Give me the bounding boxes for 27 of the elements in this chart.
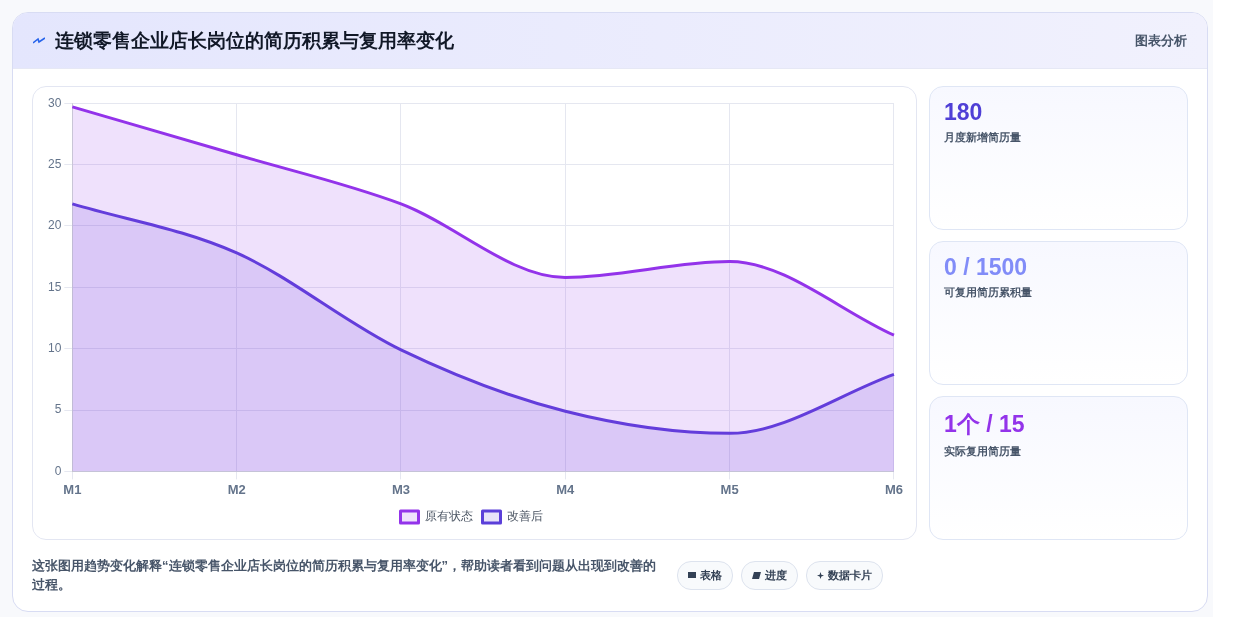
- y-tick-label: 15: [47, 279, 62, 294]
- text: 数据卡片: [828, 567, 872, 583]
- y-tick-label: 0: [54, 463, 62, 478]
- text: 表格: [700, 567, 722, 583]
- text: 图表分析: [1135, 31, 1187, 50]
- x-tick-label: M2: [227, 481, 246, 497]
- y-tick-label: 10: [47, 340, 62, 355]
- x-tick-label: M3: [391, 481, 411, 497]
- text: 这张图用趋势变化解释“连锁零售企业店长岗位的简历积累与复用率变化”，帮助读者看到问题从出现到改善的过程。: [32, 557, 657, 594]
- text: 进度: [765, 567, 787, 583]
- x-tick-label: M5: [720, 481, 739, 497]
- text: 可复用简历累积量: [944, 285, 1033, 300]
- x-tick-label: M6: [884, 481, 903, 497]
- text: 0 / 1500: [944, 254, 1029, 281]
- y-tick-label: 30: [47, 95, 62, 110]
- y-tick-label: 20: [47, 218, 62, 233]
- y-tick-label: 25: [47, 156, 62, 171]
- text: 实际复用简历量: [944, 444, 1022, 459]
- x-tick-label: M1: [63, 481, 82, 497]
- text: 180: [944, 99, 984, 126]
- y-tick-label: 5: [54, 402, 62, 417]
- text: 月度新增简历量: [944, 130, 1022, 145]
- legend-label: 改善后: [506, 509, 543, 524]
- legend-label: 原有状态: [424, 509, 473, 524]
- text: 1个 / 15: [944, 410, 1026, 439]
- x-tick-label: M4: [556, 481, 576, 497]
- chart-title: 连锁零售企业店长岗位的简历积累与复用率变化: [55, 28, 454, 53]
